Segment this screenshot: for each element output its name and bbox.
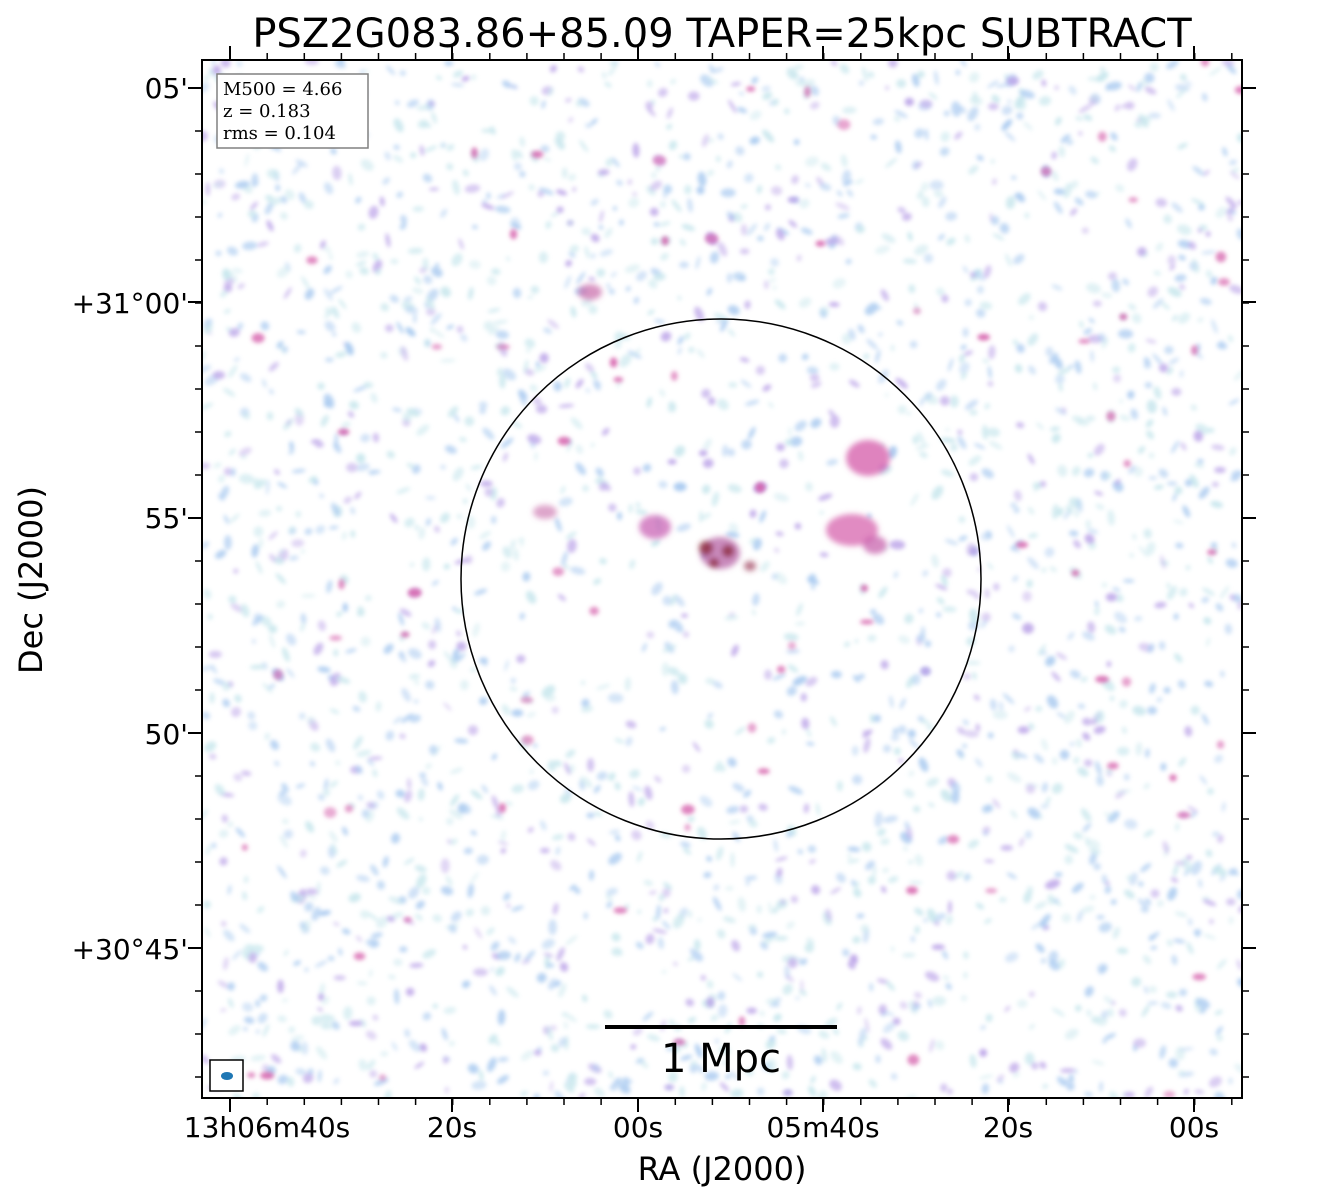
x-tick-label: 20s [427, 1111, 477, 1144]
info-redshift: z = 0.183 [223, 101, 311, 122]
x-tick-label: 05m40s [766, 1111, 879, 1144]
axis-ticks [188, 46, 1256, 1112]
y-tick-label: 55' [145, 502, 188, 535]
beam-ellipse [221, 1072, 233, 1080]
plot-title: PSZ2G083.86+85.09 TAPER=25kpc SUBTRACT [252, 11, 1192, 57]
cluster-emission [533, 284, 890, 571]
x-tick-label: 00s [613, 1111, 663, 1144]
info-box: M500 = 4.66 z = 0.183 rms = 0.104 [216, 73, 369, 149]
x-tick-label: 20s [983, 1111, 1033, 1144]
y-axis-label: Dec (J2000) [12, 486, 50, 674]
x-axis-label: RA (J2000) [638, 1150, 807, 1188]
beam-box [209, 1059, 244, 1092]
image-background [202, 60, 1242, 1098]
scale-bar: 1 Mpc [605, 1025, 837, 1082]
r500-circle [460, 318, 982, 840]
y-tick-labels: 05' +31°00' 55' 50' +30°45' [72, 72, 188, 966]
y-tick-label: 50' [145, 718, 188, 751]
beam-marker [209, 1059, 244, 1092]
info-m500: M500 = 4.66 [223, 79, 342, 100]
y-tick-label: +30°45' [72, 933, 188, 966]
x-tick-label: 13h06m40s [184, 1111, 351, 1144]
info-rms: rms = 0.104 [223, 123, 336, 144]
y-tick-label: +31°00' [72, 287, 188, 320]
y-tick-label: 05' [145, 72, 188, 105]
x-tick-label: 00s [1169, 1111, 1219, 1144]
scale-bar-label: 1 Mpc [661, 1036, 781, 1082]
x-tick-labels: 13h06m40s 20s 00s 05m40s 20s 00s [184, 1111, 1219, 1144]
info-box-frame [216, 73, 369, 149]
plot-frame [201, 59, 1243, 1099]
